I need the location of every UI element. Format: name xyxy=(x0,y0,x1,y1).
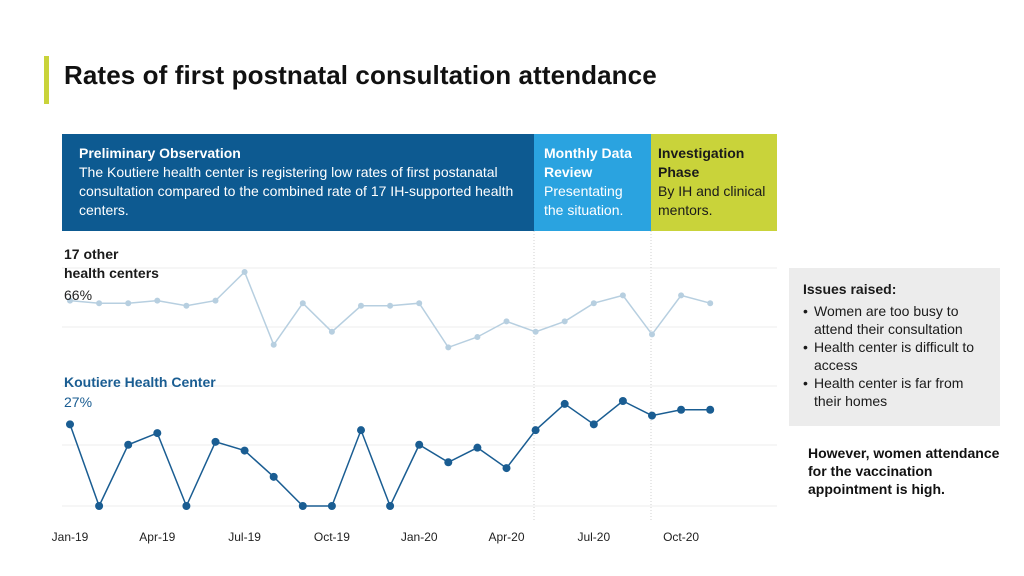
x-tick-label: Oct-20 xyxy=(663,530,699,544)
vaccination-note: However, women attendance for the vaccin… xyxy=(808,445,1000,497)
data-point-koutiere xyxy=(66,420,74,429)
series-label-line: health centers xyxy=(64,265,159,281)
data-point-koutiere xyxy=(182,502,191,510)
data-point-koutiere xyxy=(386,502,395,510)
data-point-koutiere xyxy=(444,458,453,467)
data-point-koutiere xyxy=(589,420,598,429)
data-point-other xyxy=(154,297,161,304)
data-point-other xyxy=(619,292,626,299)
data-point-other xyxy=(358,302,364,309)
x-tick-label: Jul-19 xyxy=(228,530,261,544)
data-point-other xyxy=(561,318,568,325)
data-point-koutiere xyxy=(124,440,133,449)
data-point-koutiere xyxy=(357,426,365,435)
series-value-koutiere: 27% xyxy=(64,394,93,410)
phase-title: Investigation Phase xyxy=(658,145,745,180)
data-point-other xyxy=(212,297,219,304)
list-item: Women are too busy to attend their consu… xyxy=(803,302,990,338)
series-line-koutiere xyxy=(69,400,711,508)
data-point-other xyxy=(125,300,132,307)
series-label-other: 17 other health centers xyxy=(64,245,204,283)
x-tick-label: Jul-20 xyxy=(577,530,610,544)
phase-monthly-data-review: Monthly Data Review Presentating the sit… xyxy=(534,134,651,231)
data-point-other xyxy=(649,331,655,338)
phase-text: By IH and clinical mentors. xyxy=(658,183,766,218)
data-point-koutiere xyxy=(473,443,482,452)
series-line-other xyxy=(69,270,711,349)
data-point-koutiere xyxy=(618,397,627,405)
data-point-koutiere xyxy=(298,502,307,510)
data-point-other xyxy=(96,300,103,307)
data-point-other xyxy=(387,302,394,309)
data-point-other xyxy=(445,344,452,351)
series-label-line: 17 other xyxy=(64,246,119,262)
data-point-other xyxy=(67,297,73,304)
x-tick-label: Oct-19 xyxy=(314,530,350,544)
phase-preliminary-observation: Preliminary Observation The Koutiere hea… xyxy=(62,134,534,231)
data-point-koutiere xyxy=(502,464,511,473)
data-point-other xyxy=(183,302,190,309)
data-point-other xyxy=(678,292,685,299)
data-point-other xyxy=(328,328,335,335)
page-title: Rates of first postnatal consultation at… xyxy=(64,60,657,90)
data-point-other xyxy=(503,318,510,325)
phase-text: The Koutiere health center is registerin… xyxy=(79,164,514,218)
data-point-other xyxy=(241,269,248,275)
x-tick-label: Apr-19 xyxy=(139,530,175,544)
data-point-koutiere xyxy=(211,437,220,446)
list-item: Health center is far from their homes xyxy=(803,374,990,410)
data-point-koutiere xyxy=(648,411,656,420)
data-point-koutiere xyxy=(677,405,686,414)
data-point-other xyxy=(590,300,597,307)
data-point-other xyxy=(474,334,481,340)
series-label-koutiere: Koutiere Health Center xyxy=(64,374,216,390)
data-point-koutiere xyxy=(327,502,336,510)
x-tick-label: Apr-20 xyxy=(488,530,524,544)
data-point-other xyxy=(270,341,277,348)
phase-investigation: Investigation Phase By IH and clinical m… xyxy=(651,134,777,231)
issues-title: Issues raised: xyxy=(803,281,897,297)
data-point-koutiere xyxy=(269,472,278,481)
issues-list: Women are too busy to attend their consu… xyxy=(803,302,990,410)
data-point-koutiere xyxy=(95,502,104,510)
data-point-koutiere xyxy=(415,440,424,449)
title-accent-bar xyxy=(44,56,49,104)
data-point-other xyxy=(532,328,539,335)
data-point-koutiere xyxy=(531,426,540,435)
data-point-koutiere xyxy=(560,399,569,408)
issues-box: Issues raised: Women are too busy to att… xyxy=(789,268,1000,426)
data-point-koutiere xyxy=(153,429,162,438)
phase-title: Preliminary Observation xyxy=(79,145,241,161)
data-point-koutiere xyxy=(240,446,249,455)
data-point-other xyxy=(707,300,714,307)
x-tick-label: Jan-20 xyxy=(401,530,438,544)
phase-text: Presentating the situation. xyxy=(544,183,624,218)
data-point-other xyxy=(299,300,306,307)
data-point-other xyxy=(416,300,423,307)
list-item: Health center is difficult to access xyxy=(803,338,990,374)
series-value-other: 66% xyxy=(64,287,93,303)
data-point-koutiere xyxy=(706,405,715,414)
x-tick-label: Jan-19 xyxy=(52,530,89,544)
phase-title: Monthly Data Review xyxy=(544,145,632,180)
